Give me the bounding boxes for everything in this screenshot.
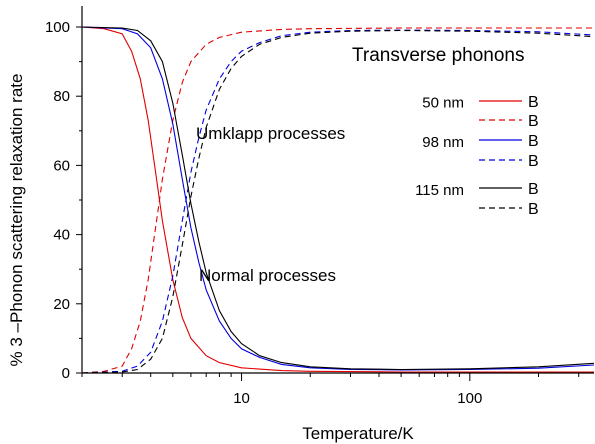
legend-entry-label: B [528, 113, 539, 130]
axes [81, 6, 594, 374]
y-tick-label: 80 [53, 88, 70, 105]
legend-entry-label: B [528, 94, 539, 111]
legend-entry-label: B [528, 133, 539, 150]
plot-lines [81, 26, 595, 374]
legend-entry-label: B [528, 201, 539, 218]
series-line-50nm-normal [81, 27, 594, 374]
x-tick-label: 10 [233, 390, 250, 407]
legend-label-98nm: 98 nm [422, 134, 464, 151]
y-tick-label: 40 [53, 227, 70, 244]
x-tick-label: 100 [457, 390, 482, 407]
y-tick-label: 0 [62, 365, 70, 382]
y-tick-label: 100 [45, 19, 70, 36]
legend-label-115nm: 115 nm [415, 182, 464, 199]
legend-entry-label: B [528, 181, 539, 198]
legend-label-50nm: 50 nm [422, 95, 464, 112]
y-tick-label: 60 [53, 157, 70, 174]
annotation-transverse-phonons: Transverse phonons [352, 45, 525, 66]
annotation-normal-processes: Normal processes [199, 266, 336, 285]
y-tick-label: 20 [53, 296, 70, 313]
legend-entry-label: B [528, 153, 539, 170]
series-line-50nm-umklapp [81, 26, 594, 373]
y-axis-title: % 3 –Phonon scattering relaxation rate [7, 74, 26, 367]
x-axis-title: Temperature/K [302, 424, 414, 443]
series-line-115nm-umklapp [81, 26, 595, 371]
annotation-umklapp-processes: Umklapp processes [196, 124, 345, 143]
series-line-115nm-normal [81, 29, 595, 374]
ticks: 0 20 40 60 80 100 10 100 [45, 19, 580, 407]
